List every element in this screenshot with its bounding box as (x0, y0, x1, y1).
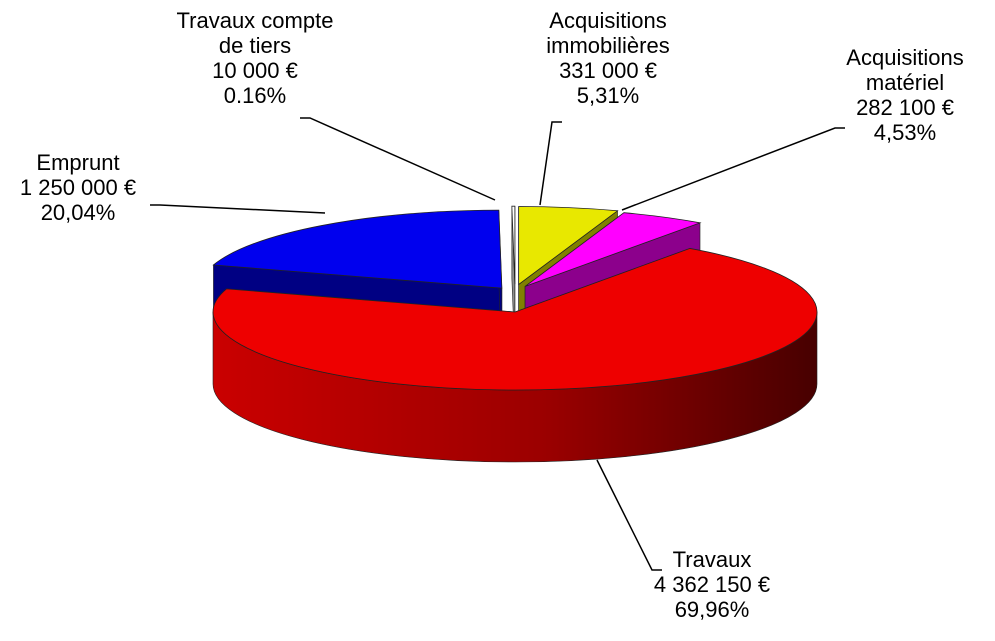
slice-label: Travaux compte de tiers 10 000 € 0.16% (170, 8, 340, 108)
percent-label: 4,53% (873, 120, 937, 145)
leader-lines (150, 117, 845, 571)
value-label: 331 000 € (559, 58, 657, 83)
slice (518, 206, 619, 286)
value-label: 1 250 000 € (19, 175, 137, 200)
category-label: Acquisitions matériel (846, 45, 964, 95)
category-label: Emprunt (36, 150, 120, 175)
leader-line (596, 459, 662, 571)
slice (511, 205, 516, 285)
percent-label: 5,31% (576, 83, 640, 108)
slice (524, 212, 702, 287)
percent-label: 69,96% (674, 597, 750, 622)
percent-label: 20,04% (40, 200, 116, 225)
category-label: Travaux compte de tiers (176, 8, 334, 58)
slice-label: Emprunt 1 250 000 € 20,04% (0, 150, 156, 225)
slice (212, 248, 818, 391)
slice-label: Acquisitions matériel 282 100 € 4,53% (830, 45, 980, 145)
slice-label: Acquisitions immobilières 331 000 € 5,31… (523, 8, 693, 108)
leader-line (300, 117, 496, 201)
slice-label: Travaux 4 362 150 € 69,96% (637, 547, 787, 622)
value-label: 4 362 150 € (653, 572, 771, 597)
percent-label: 0.16% (223, 83, 287, 108)
value-label: 282 100 € (856, 95, 954, 120)
category-label: Acquisitions immobilières (546, 8, 670, 58)
slice (212, 209, 503, 289)
value-label: 10 000 € (212, 58, 298, 83)
leader-line (150, 204, 326, 214)
category-label: Travaux (672, 547, 752, 572)
leader-line (621, 127, 845, 211)
leader-line (539, 121, 562, 206)
